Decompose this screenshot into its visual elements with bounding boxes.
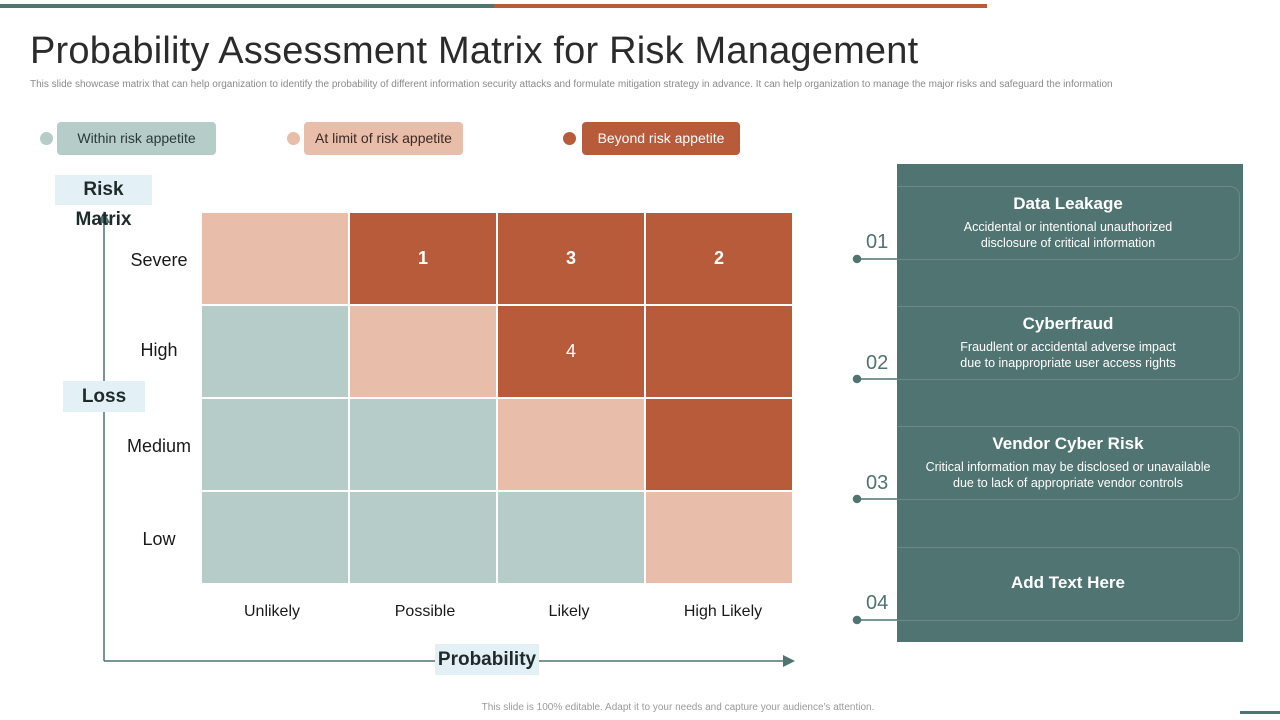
risk-description-line: due to inappropriate user access rights [960, 356, 1176, 370]
risk-description: Critical information may be disclosed or… [897, 459, 1239, 491]
risk-list-panel [897, 164, 1243, 642]
top-accent-bar-teal [0, 4, 494, 8]
legend-within-dot [40, 132, 53, 145]
risk-title: Cyberfraud [1022, 314, 1114, 333]
risk-title: Data Leakage [1013, 194, 1123, 213]
y-axis-label: Loss [63, 381, 145, 412]
matrix-cell-low-possible [350, 492, 496, 583]
legend-beyond-label: Beyond risk appetite [582, 122, 740, 155]
col-label-high-likely: High Likely [683, 603, 763, 620]
risk-description-line: Critical information may be disclosed or… [925, 460, 1211, 474]
matrix-cell-medium-high-likely [646, 399, 792, 490]
legend-beyond-dot [563, 132, 576, 145]
connector-dot-04 [852, 615, 862, 625]
risk-title: Add Text Here [1011, 573, 1125, 592]
connector-dot-01 [852, 254, 862, 264]
risk-description-line: due to lack of appropriate vendor contro… [953, 476, 1183, 490]
risk-description: Fraudlent or accidental adverse impact d… [897, 339, 1239, 371]
matrix-cell-severe-unlikely [202, 213, 348, 304]
matrix-cell-low-unlikely [202, 492, 348, 583]
matrix-cell-medium-likely [498, 399, 644, 490]
col-label-likely: Likely [548, 603, 590, 620]
risk-card-data-leakage: Data Leakage Accidental or intentional u… [897, 186, 1240, 260]
risk-card-vendor-cyber-risk: Vendor Cyber Risk Critical information m… [897, 426, 1240, 500]
legend-within-label: Within risk appetite [57, 122, 216, 155]
risk-number-02: 02 [866, 352, 889, 374]
x-axis-label: Probability [435, 644, 539, 675]
row-label-severe: Severe [130, 250, 188, 270]
matrix-cell-high-likely: 4 [498, 306, 644, 397]
risk-description: Accidental or intentional unauthorized d… [897, 219, 1239, 251]
page-subtitle: This slide showcase matrix that can help… [30, 79, 1113, 90]
matrix-cell-medium-unlikely [202, 399, 348, 490]
risk-description-line: Accidental or intentional unauthorized [963, 220, 1173, 234]
risk-card-cyberfraud: Cyberfraud Fraudlent or accidental adver… [897, 306, 1240, 380]
matrix-cell-low-likely [498, 492, 644, 583]
row-label-medium: Medium [126, 436, 192, 456]
matrix-cell-severe-likely: 3 [498, 213, 644, 304]
risk-card-add-text: Add Text Here [897, 547, 1240, 621]
connector-dot-03 [852, 494, 862, 504]
col-label-unlikely: Unlikely [243, 603, 300, 620]
matrix-cell-severe-high-likely: 2 [646, 213, 792, 304]
risk-title: Vendor Cyber Risk [992, 434, 1144, 453]
legend-limit-dot [287, 132, 300, 145]
row-label-high: High [140, 340, 178, 360]
matrix-cell-low-high-likely [646, 492, 792, 583]
matrix-cell-medium-possible [350, 399, 496, 490]
risk-number-04: 04 [866, 592, 889, 614]
risk-number-01: 01 [866, 231, 889, 253]
matrix-cell-high-high-likely [646, 306, 792, 397]
risk-description-line: disclosure of critical information [980, 236, 1156, 250]
risk-number-03: 03 [866, 472, 889, 494]
top-accent-bar-rust [494, 4, 987, 8]
matrix-title: Risk Matrix [55, 175, 152, 230]
connector-dot-02 [852, 374, 862, 384]
matrix-cell-severe-possible: 1 [350, 213, 496, 304]
matrix-cell-high-possible [350, 306, 496, 397]
page-title: Probability Assessment Matrix for Risk M… [30, 30, 919, 72]
footer-note: This slide is 100% editable. Adapt it to… [481, 702, 875, 713]
row-label-low: Low [142, 529, 176, 549]
corner-accent [1240, 711, 1280, 714]
col-label-possible: Possible [394, 603, 456, 620]
risk-description-line: Fraudlent or accidental adverse impact [960, 340, 1176, 354]
legend-limit-label: At limit of risk appetite [304, 122, 463, 155]
matrix-cell-high-unlikely [202, 306, 348, 397]
